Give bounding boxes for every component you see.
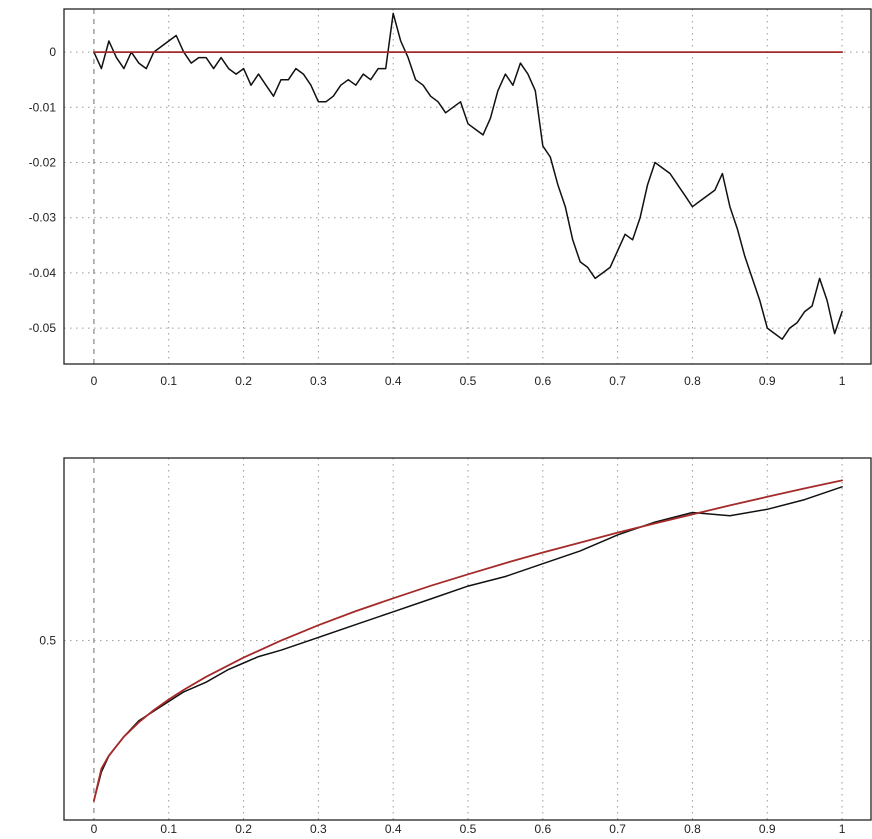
x-tick-label: 0.6 bbox=[534, 822, 551, 836]
x-tick-label: 1 bbox=[839, 822, 846, 836]
x-tick-label: 0.8 bbox=[684, 822, 701, 836]
y-tick-label: 0.5 bbox=[39, 634, 56, 648]
x-tick-label: 0.2 bbox=[235, 822, 252, 836]
x-tick-label: 0.5 bbox=[460, 822, 477, 836]
series-1-line bbox=[93, 486, 843, 802]
plot-frame bbox=[63, 457, 872, 821]
y-tick-label: 0 bbox=[49, 45, 56, 59]
x-tick-label: 0.2 bbox=[235, 374, 252, 388]
y-tick-label: -0.04 bbox=[29, 266, 57, 280]
x-tick-label: 0.1 bbox=[160, 374, 177, 388]
x-tick-label: 1 bbox=[839, 374, 846, 388]
series-1-line bbox=[93, 12, 843, 340]
y-tick-label: -0.03 bbox=[29, 211, 57, 225]
y-tick-label: -0.05 bbox=[29, 321, 57, 335]
x-tick-label: 0.7 bbox=[609, 374, 626, 388]
x-tick-label: 0.4 bbox=[385, 374, 402, 388]
x-tick-label: 0.9 bbox=[759, 822, 776, 836]
x-tick-label: 0.5 bbox=[460, 374, 477, 388]
y-tick-label: -0.02 bbox=[29, 155, 57, 169]
x-tick-label: 0.7 bbox=[609, 822, 626, 836]
x-tick-label: 0.9 bbox=[759, 374, 776, 388]
chart-panel-2: 0 0.1 0.2 0.3 0.4 0.5 0.6 0.7 0.8 0.9 1 0.5 bbox=[39, 457, 872, 836]
x-tick-label: 0 bbox=[91, 374, 98, 388]
x-tick-label: 0.3 bbox=[310, 374, 327, 388]
x-tick-label: 0.4 bbox=[385, 822, 402, 836]
plot-frame bbox=[63, 8, 872, 365]
x-tick-label: 0.6 bbox=[534, 374, 551, 388]
y-tick-label: -0.01 bbox=[29, 100, 57, 114]
x-tick-label: 0.3 bbox=[310, 822, 327, 836]
x-tick-label: 0 bbox=[91, 822, 98, 836]
chart-panel-1: 0 0.1 0.2 0.3 0.4 0.5 0.6 0.7 0.8 0.9 1 0 -0.01 -0.02… bbox=[29, 8, 872, 388]
series-2-line bbox=[93, 479, 843, 802]
x-tick-label: 0.1 bbox=[160, 822, 177, 836]
x-tick-label: 0.8 bbox=[684, 374, 701, 388]
